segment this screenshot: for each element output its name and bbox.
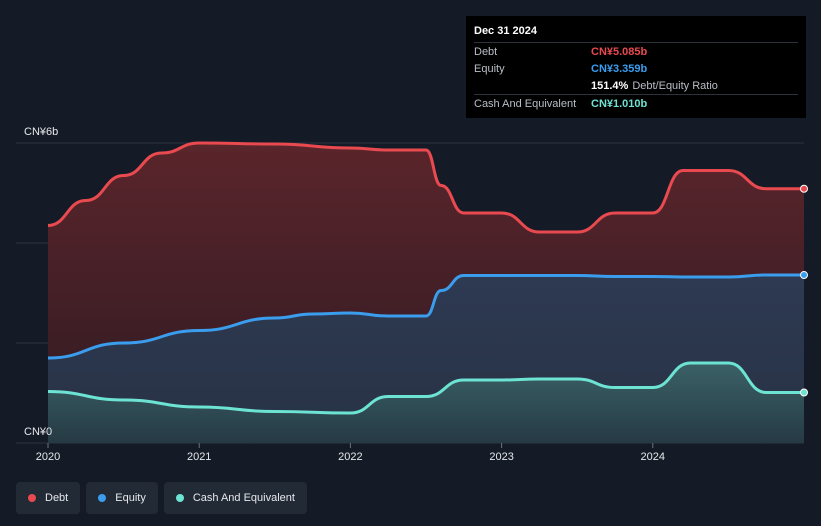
data-tooltip: Dec 31 2024 Debt CN¥5.085b Equity CN¥3.3… [466,16,806,118]
series-areas [48,143,804,443]
tooltip-value: CN¥5.085b [591,45,648,58]
tooltip-value: 151.4% [591,79,629,92]
tooltip-row-debt: Debt CN¥5.085b [474,42,798,60]
y-tick-label: CN¥6b [24,126,58,138]
tooltip-value: CN¥3.359b [591,62,648,75]
tooltip-ratio-caption: Debt/Equity Ratio [632,79,718,92]
end-marker-debt [800,184,808,193]
legend: Debt Equity Cash And Equivalent [16,482,307,514]
legend-dot-icon [98,494,107,502]
legend-label: Cash And Equivalent [192,492,295,504]
x-tick-label: 2024 [641,451,665,463]
line-debt [47,141,804,234]
legend-label: Debt [45,492,69,504]
end-marker-cash-and-equivalent [800,388,808,397]
legend-label: Equity [115,492,146,504]
line-equity [47,273,805,360]
y-tick-label: CN¥0 [24,426,52,438]
tooltip-label: Cash And Equivalent [474,97,577,110]
end-marker-equity [800,271,808,280]
series-end-markers [800,184,808,397]
x-tick-label: 2021 [187,451,211,463]
tooltip-label: Debt [474,45,498,58]
x-tick-label: 2022 [338,451,362,463]
legend-item-debt[interactable]: Debt [16,482,81,514]
area-cash-and-equivalent [48,363,804,443]
tooltip-row-equity: Equity CN¥3.359b [474,60,798,77]
tooltip-value: CN¥1.010b [591,97,648,110]
tooltip-row-cash: Cash And Equivalent CN¥1.010b [474,94,798,112]
legend-item-cash[interactable]: Cash And Equivalent [163,482,307,514]
x-tick-label: 2020 [36,451,60,463]
tooltip-row-ratio: 151.4% Debt/Equity Ratio [474,77,798,94]
y-axis-tick-labels: CN¥6b CN¥0 [24,126,58,438]
line-cash-and-equivalent [47,361,804,415]
x-axis-tick-labels: 2020 2021 2022 2023 2024 [36,443,665,463]
legend-dot-icon [28,494,36,502]
legend-dot-icon [175,494,184,502]
tooltip-date: Dec 31 2024 [474,25,537,37]
x-tick-label: 2023 [489,451,513,463]
series-lines [47,141,805,415]
legend-item-equity[interactable]: Equity [86,482,158,514]
tooltip-label: Equity [474,62,505,75]
